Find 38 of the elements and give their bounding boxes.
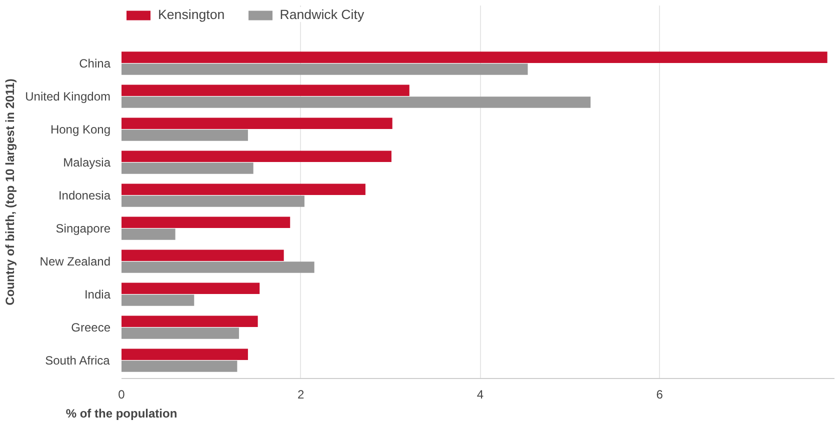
y-tick-label: Indonesia [58,188,111,202]
y-tick-label: Singapore [56,221,111,236]
x-tick-label: 4 [476,388,484,402]
bar [122,162,254,174]
y-tick-label: India [84,287,111,302]
bar [122,96,591,108]
bar [122,250,284,262]
bar [122,282,260,294]
x-tick-label: 6 [656,388,664,402]
y-tick-label: Greece [71,320,111,334]
bar [122,228,176,240]
bar [122,52,828,63]
y-tick-label: United Kingdom [25,89,111,104]
bar [122,118,392,129]
y-tick-label: New Zealand [40,254,111,268]
bar [122,348,248,360]
x-tick-label: 0 [118,388,126,402]
y-axis-title: Country of birth, (top 10 largest in 2011) [3,78,18,306]
bar [122,64,528,75]
bar [122,150,392,162]
bar [122,184,366,196]
x-axis-title: % of the population [66,406,178,420]
bar [122,262,314,273]
bar [122,360,238,372]
legend-label: Kensington [158,7,225,22]
bar [122,216,290,228]
bar [122,328,239,339]
y-tick-label: Malaysia [63,155,111,170]
x-tick-label: 2 [298,388,305,402]
bar [122,294,194,306]
y-tick-label: Hong Kong [50,122,110,136]
y-tick-label: China [79,56,111,70]
bar [122,316,258,328]
y-tick-label: South Africa [45,353,110,368]
bar [122,84,410,96]
bar [122,130,248,141]
legend-label: Randwick City [280,7,364,22]
bar [122,196,304,207]
